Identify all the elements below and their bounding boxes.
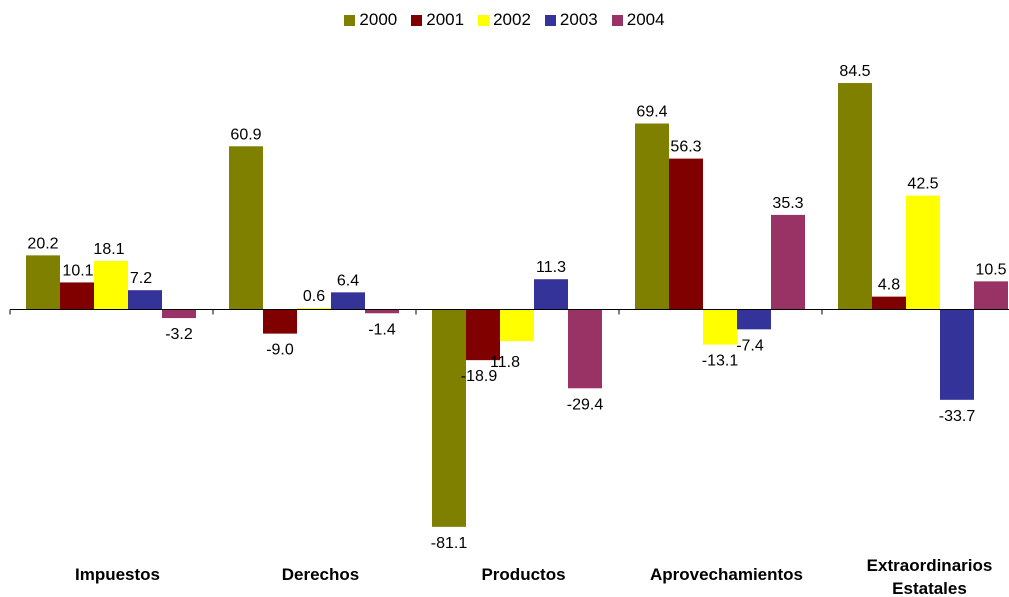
value-label-2000-0: 20.2 (27, 235, 58, 252)
value-label-2000-1: 60.9 (230, 126, 261, 143)
bar-2002-2 (500, 309, 534, 342)
value-label-2003-3: -7.4 (736, 337, 764, 354)
bar-2002-3 (703, 309, 737, 345)
bar-2001-2 (466, 309, 500, 361)
bar-2004-0 (162, 309, 196, 319)
value-label-2002-0: 18.1 (93, 241, 124, 258)
bar-2002-4 (906, 195, 940, 310)
bar-2001-4 (872, 296, 906, 310)
value-label-2001-2: -18.9 (461, 368, 498, 385)
value-label-2003-0: 7.2 (130, 270, 152, 287)
value-label-2004-3: 35.3 (772, 195, 803, 212)
value-label-2001-4: 4.8 (878, 277, 900, 294)
bar-2000-2 (432, 309, 466, 527)
category-label-0: Impuestos (75, 565, 160, 584)
bar-2004-4 (974, 281, 1008, 310)
category-label-2: Productos (481, 565, 565, 584)
legend-label-2004: 2004 (626, 10, 665, 29)
bar-2003-4 (940, 309, 974, 400)
legend-label-2002: 2002 (493, 10, 531, 29)
bar-2001-3 (669, 158, 703, 310)
bar-2000-3 (635, 123, 669, 310)
value-label-2002-3: -13.1 (702, 353, 739, 370)
category-label-0-line-0: Impuestos (75, 565, 160, 584)
bar-2003-0 (128, 290, 162, 310)
value-label-2000-4: 84.5 (839, 63, 870, 80)
bar-2004-2 (568, 309, 602, 389)
category-label-4-line-1: Estatales (892, 579, 967, 597)
bar-2002-0 (94, 260, 128, 310)
value-label-2001-3: 56.3 (670, 139, 701, 156)
value-label-2003-2: 11.3 (536, 259, 566, 276)
category-label-2-line-0: Productos (481, 565, 565, 584)
value-label-2003-1: 6.4 (337, 272, 359, 289)
legend-swatch-2001 (411, 14, 423, 26)
value-label-2002-1: 0.6 (303, 288, 325, 305)
legend-label-2000: 2000 (359, 10, 398, 29)
bar-2004-3 (771, 214, 805, 310)
category-label-3: Aprovechamientos (650, 565, 803, 584)
bar-2003-1 (331, 292, 365, 310)
legend: 2000 2001 2002 2003 2004 (0, 10, 1009, 30)
value-label-2004-1: -1.4 (368, 321, 396, 338)
axis-layer (9, 309, 1009, 315)
value-label-2004-2: -29.4 (567, 396, 604, 413)
bar-2001-0 (60, 282, 94, 310)
category-label-4: Extraordinarios Estatales (867, 556, 993, 597)
legend-swatch-2004 (611, 14, 623, 26)
category-label-1-line-0: Derechos (282, 565, 359, 584)
bar-2000-1 (229, 146, 263, 310)
legend-item-2000: 2000 (344, 10, 397, 30)
value-label-2000-3: 69.4 (636, 104, 667, 121)
bar-2001-1 (263, 309, 297, 334)
legend-item-2003: 2003 (544, 10, 598, 30)
category-label-1: Derechos (282, 565, 359, 584)
bar-2003-3 (737, 309, 771, 330)
category-label-3-line-0: Aprovechamientos (650, 565, 803, 584)
category-label-4-line-0: Extraordinarios (867, 556, 993, 575)
value-label-2001-0: 10.1 (62, 262, 93, 279)
category-labels-layer: Impuestos Derechos Productos Aprovechamient… (75, 556, 992, 597)
legend-item-2004: 2004 (611, 10, 665, 30)
value-label-2004-4: 10.5 (975, 261, 1006, 278)
bar-2000-4 (838, 83, 872, 310)
legend-label-2003: 2003 (559, 10, 598, 29)
legend-label-2001: 2001 (426, 10, 465, 29)
bars-layer (26, 83, 1008, 527)
value-label-2000-2: -81.1 (431, 535, 468, 552)
bar-2004-1 (365, 309, 399, 314)
value-label-2002-2: 11.8 (490, 354, 520, 371)
legend-swatch-2003 (544, 14, 556, 26)
value-label-2004-0: -3.2 (165, 326, 193, 343)
value-labels-layer: 20.210.118.1 7.2 -3.2 60.9 -9.0 0.6 6.4 -1.4 -81… (27, 63, 1006, 552)
value-label-2002-4: 42.5 (907, 176, 938, 193)
legend-item-2002: 2002 (478, 10, 531, 30)
value-label-2003-4: -33.7 (939, 408, 976, 425)
bar-2000-0 (26, 255, 60, 310)
value-label-2001-1: -9.0 (266, 342, 294, 359)
legend-swatch-2002 (478, 14, 490, 26)
bar-2003-2 (534, 279, 568, 310)
legend-swatch-2000 (344, 14, 356, 26)
legend-item-2001: 2001 (411, 10, 464, 30)
bar-2002-1 (297, 307, 331, 310)
